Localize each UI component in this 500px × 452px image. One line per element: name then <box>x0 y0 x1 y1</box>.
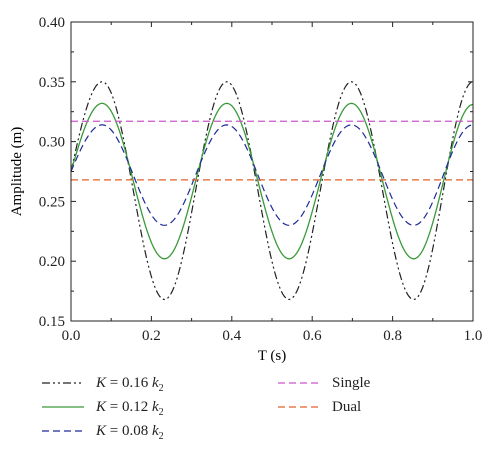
y-axis-label: Amplitude (m) <box>9 127 25 217</box>
x-tick-label: 0.8 <box>383 328 402 344</box>
legend-swatch <box>278 382 320 384</box>
legend-swatch <box>278 406 320 408</box>
legend-label: K = 0.16 k2 <box>96 375 164 394</box>
series-line-2 <box>71 102 473 260</box>
y-tick-label: 0.40 <box>39 15 65 31</box>
legend-swatch <box>42 382 84 384</box>
series-layer <box>71 81 473 301</box>
x-tick-label: 1.0 <box>464 328 483 344</box>
y-tick-label: 0.30 <box>39 135 65 151</box>
legend-swatch <box>42 430 84 432</box>
y-tick-label: 0.15 <box>39 314 65 330</box>
legend-label: K = 0.08 k2 <box>96 423 164 442</box>
x-tick-label: 0.0 <box>62 328 81 344</box>
legend-label: Dual <box>332 399 362 415</box>
axis-ticks: 0.0 0.2 0.4 0.6 0.8 1.0 0.15 0.20 0.25 0.30 0.35 0.… <box>39 15 483 344</box>
legend-label: K = 0.12 k2 <box>96 399 164 418</box>
x-tick-label: 0.4 <box>222 328 241 344</box>
x-tick-label: 0.2 <box>142 328 161 344</box>
legend-label: Single <box>332 375 371 391</box>
x-axis-label: T (s) <box>258 348 286 364</box>
legend-swatch <box>42 406 84 408</box>
x-tick-label: 0.6 <box>303 328 322 344</box>
series-line-3 <box>71 124 473 226</box>
y-tick-label: 0.20 <box>39 254 65 270</box>
y-tick-label: 0.35 <box>39 75 65 91</box>
y-tick-label: 0.25 <box>39 194 65 210</box>
series-line-1 <box>71 81 473 301</box>
